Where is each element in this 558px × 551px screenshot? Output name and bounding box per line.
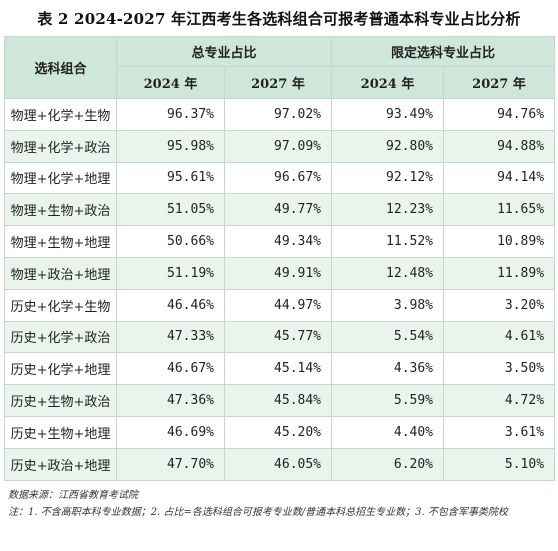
cell-total-2024: 51.05%: [116, 193, 225, 227]
cell-total-2027: 44.97%: [223, 288, 333, 322]
cell-total-2024: 46.67%: [116, 352, 225, 386]
data-source-note: 数据来源：江西省教育考试院: [8, 490, 138, 501]
table-row: 历史+化学+政治 47.33% 45.77% 5.54% 4.61%: [4, 320, 556, 354]
cell-total-2027: 49.34%: [223, 225, 333, 258]
table-notes: 数据来源：江西省教育考试院 注：1. 不含高职本科专业数据；2. 占比=各选科组…: [8, 487, 553, 521]
cell-limited-2027: 10.89%: [443, 225, 556, 258]
cell-total-2027: 97.02%: [223, 98, 333, 131]
cell-limited-2027: 94.88%: [443, 129, 556, 163]
table-title: 表 2 2024-2027 年江西考生各选科组合可报考普通本科专业占比分析: [37, 9, 521, 28]
cell-total-2024: 46.69%: [116, 415, 225, 449]
table-row: 物理+政治+地理 51.19% 49.91% 12.48% 11.89%: [4, 256, 556, 290]
table-row: 物理+化学+地理 95.61% 96.67% 92.12% 94.14%: [4, 161, 556, 195]
cell-limited-2024: 93.49%: [331, 98, 445, 131]
selection-ratio-table: 选科组合 总专业占比 限定选科专业占比 2024 年 2027 年 2024 年…: [4, 36, 556, 481]
cell-total-2027: 49.91%: [223, 256, 333, 290]
cell-combo: 历史+政治+地理: [4, 447, 117, 481]
header-combo: 选科组合: [4, 36, 117, 99]
footnote: 注：1. 不含高职本科专业数据；2. 占比=各选科组合可报考专业数/普通本科总招…: [8, 507, 508, 518]
header-total-2024: 2024 年: [116, 66, 225, 99]
cell-total-2024: 95.61%: [116, 161, 225, 195]
cell-combo: 物理+政治+地理: [4, 256, 117, 290]
cell-total-2024: 47.36%: [116, 384, 225, 417]
cell-combo: 历史+化学+政治: [4, 320, 117, 354]
cell-total-2027: 96.67%: [223, 161, 333, 195]
header-total-2027: 2027 年: [223, 66, 333, 99]
cell-total-2027: 46.05%: [223, 447, 333, 481]
cell-limited-2027: 11.89%: [443, 256, 556, 290]
cell-total-2024: 51.19%: [116, 256, 225, 290]
cell-combo: 物理+生物+政治: [4, 193, 117, 227]
header-group-total: 总专业占比: [115, 36, 333, 67]
cell-limited-2024: 6.20%: [331, 447, 445, 481]
cell-limited-2027: 4.61%: [443, 320, 556, 354]
cell-total-2027: 45.77%: [223, 320, 333, 354]
cell-combo: 物理+化学+生物: [4, 98, 117, 131]
header-limited-2024: 2024 年: [331, 66, 445, 99]
cell-combo: 物理+生物+地理: [4, 225, 117, 258]
cell-total-2027: 45.14%: [223, 352, 333, 386]
cell-limited-2024: 12.48%: [331, 256, 445, 290]
table-row: 历史+政治+地理 47.70% 46.05% 6.20% 5.10%: [4, 447, 556, 481]
cell-limited-2024: 4.40%: [331, 415, 445, 449]
cell-limited-2024: 12.23%: [331, 193, 445, 227]
table-row: 物理+生物+地理 50.66% 49.34% 11.52% 10.89%: [4, 225, 556, 258]
table-row: 物理+生物+政治 51.05% 49.77% 12.23% 11.65%: [4, 193, 556, 227]
cell-combo: 历史+生物+地理: [4, 415, 117, 449]
cell-limited-2027: 5.10%: [443, 447, 556, 481]
cell-limited-2024: 3.98%: [331, 288, 445, 322]
cell-limited-2024: 4.36%: [331, 352, 445, 386]
header-group-limited: 限定选科专业占比: [331, 36, 556, 67]
cell-limited-2027: 11.65%: [443, 193, 556, 227]
cell-limited-2027: 4.72%: [443, 384, 556, 417]
cell-total-2027: 97.09%: [223, 129, 333, 163]
header-limited-2027: 2027 年: [443, 66, 556, 99]
cell-combo: 历史+化学+地理: [4, 352, 117, 386]
cell-limited-2024: 5.54%: [331, 320, 445, 354]
cell-total-2027: 49.77%: [223, 193, 333, 227]
cell-limited-2027: 94.76%: [443, 98, 556, 131]
cell-limited-2024: 92.12%: [331, 161, 445, 195]
cell-limited-2024: 5.59%: [331, 384, 445, 417]
cell-combo: 物理+化学+地理: [4, 161, 117, 195]
cell-total-2024: 47.70%: [116, 447, 225, 481]
table-row: 历史+生物+政治 47.36% 45.84% 5.59% 4.72%: [4, 384, 556, 417]
cell-limited-2027: 3.61%: [443, 415, 556, 449]
cell-limited-2024: 92.80%: [331, 129, 445, 163]
cell-limited-2027: 3.50%: [443, 352, 556, 386]
cell-combo: 物理+化学+政治: [4, 129, 117, 163]
cell-combo: 历史+生物+政治: [4, 384, 117, 417]
table-row: 物理+化学+政治 95.98% 97.09% 92.80% 94.88%: [4, 129, 556, 163]
table-row: 历史+化学+地理 46.67% 45.14% 4.36% 3.50%: [4, 352, 556, 386]
cell-total-2024: 95.98%: [116, 129, 225, 163]
cell-combo: 历史+化学+生物: [4, 288, 117, 322]
cell-total-2024: 96.37%: [116, 98, 225, 131]
cell-limited-2027: 3.20%: [443, 288, 556, 322]
table-row: 历史+化学+生物 46.46% 44.97% 3.98% 3.20%: [4, 288, 556, 322]
cell-total-2027: 45.20%: [223, 415, 333, 449]
cell-total-2027: 45.84%: [223, 384, 333, 417]
table-row: 物理+化学+生物 96.37% 97.02% 93.49% 94.76%: [4, 98, 556, 131]
cell-total-2024: 50.66%: [116, 225, 225, 258]
table-row: 历史+生物+地理 46.69% 45.20% 4.40% 3.61%: [4, 415, 556, 449]
cell-limited-2024: 11.52%: [331, 225, 445, 258]
cell-limited-2027: 94.14%: [443, 161, 556, 195]
cell-total-2024: 47.33%: [116, 320, 225, 354]
cell-total-2024: 46.46%: [116, 288, 225, 322]
